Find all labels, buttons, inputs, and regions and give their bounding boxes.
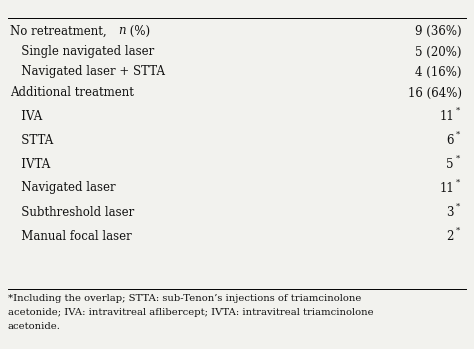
Text: Single navigated laser: Single navigated laser (10, 45, 154, 59)
Text: 6: 6 (447, 134, 454, 147)
Text: *: * (456, 203, 460, 211)
Text: *: * (456, 131, 460, 139)
Text: Manual focal laser: Manual focal laser (10, 230, 132, 243)
Text: *Including the overlap; STTA: sub-Tenon’s injections of triamcinolone: *Including the overlap; STTA: sub-Tenon’… (8, 294, 361, 303)
Text: 11: 11 (439, 110, 454, 122)
Text: Navigated laser + STTA: Navigated laser + STTA (10, 66, 165, 79)
Text: 2: 2 (447, 230, 454, 243)
Text: (%): (%) (126, 24, 150, 37)
Text: 5 (20%): 5 (20%) (416, 45, 462, 59)
Text: 16 (64%): 16 (64%) (408, 87, 462, 99)
Text: *: * (456, 227, 460, 235)
Text: Additional treatment: Additional treatment (10, 87, 134, 99)
Text: *: * (456, 179, 460, 187)
Text: acetonide; IVA: intravitreal aflibercept; IVTA: intravitreal triamcinolone: acetonide; IVA: intravitreal aflibercept… (8, 308, 374, 317)
Text: n: n (118, 24, 126, 37)
Text: *: * (456, 107, 460, 115)
Text: acetonide.: acetonide. (8, 322, 61, 331)
Text: 9 (36%): 9 (36%) (415, 24, 462, 37)
Text: 4 (16%): 4 (16%) (416, 66, 462, 79)
Text: STTA: STTA (10, 134, 53, 147)
Text: IVTA: IVTA (10, 157, 50, 171)
Text: Subthreshold laser: Subthreshold laser (10, 206, 134, 218)
Text: 5: 5 (447, 157, 454, 171)
Text: 11: 11 (439, 181, 454, 194)
Text: Navigated laser: Navigated laser (10, 181, 116, 194)
Text: *: * (456, 155, 460, 163)
Text: No retreatment,: No retreatment, (10, 24, 110, 37)
Text: IVA: IVA (10, 110, 42, 122)
Text: 3: 3 (447, 206, 454, 218)
